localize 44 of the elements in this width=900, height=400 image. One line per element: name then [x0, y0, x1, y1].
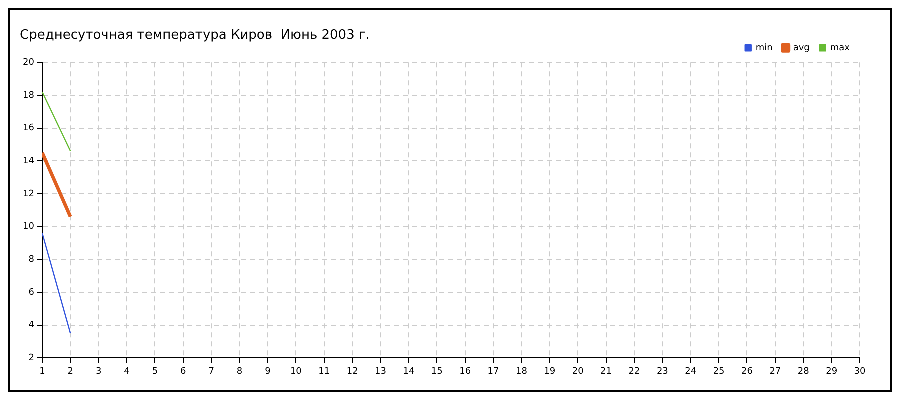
x-tick-label: 20: [572, 366, 584, 377]
legend-label: avg: [793, 43, 810, 54]
x-tick-label: 6: [180, 366, 187, 377]
x-tick-label: 17: [488, 366, 500, 377]
y-tick-label: 6: [28, 288, 35, 298]
x-tick-label: 23: [656, 366, 668, 377]
legend-label: max: [830, 43, 851, 54]
x-tick-label: 29: [826, 366, 838, 377]
x-tick-label: 7: [208, 366, 214, 377]
x-tick-label: 18: [516, 366, 528, 377]
chart-title: Среднесуточная температура Киров Июнь 2003 г.: [20, 28, 370, 44]
y-tick-label: 8: [28, 255, 35, 266]
x-tick-label: 19: [544, 366, 556, 377]
x-tick-label: 13: [375, 366, 386, 377]
x-tick-label: 26: [742, 366, 754, 377]
x-tick-label: 21: [600, 366, 612, 377]
legend-label: min: [756, 43, 773, 54]
x-tick-label: 16: [460, 366, 472, 377]
x-tick-label: 2: [68, 366, 74, 377]
x-tick-label: 5: [152, 366, 158, 377]
y-tick-label: 12: [23, 189, 34, 200]
x-tick-label: 10: [290, 366, 302, 377]
x-tick-label: 15: [431, 366, 443, 377]
x-tick-label: 24: [685, 366, 697, 377]
x-tick-label: 12: [346, 366, 358, 377]
y-tick-label: 10: [23, 222, 35, 232]
x-tick-label: 9: [265, 366, 272, 377]
x-tick-label: 22: [628, 366, 640, 377]
y-tick-label: 4: [28, 320, 35, 331]
x-tick-label: 3: [96, 366, 102, 377]
x-tick-label: 11: [318, 366, 330, 377]
x-tick-label: 14: [403, 366, 415, 377]
y-tick-label: 18: [23, 90, 35, 101]
x-tick-label: 27: [770, 366, 782, 377]
y-tick-label: 16: [23, 124, 35, 134]
y-tick-label: 20: [23, 58, 35, 68]
x-tick-label: 30: [854, 366, 866, 377]
y-tick-label: 2: [28, 354, 34, 364]
x-tick-label: 4: [124, 366, 130, 377]
x-tick-label: 8: [236, 366, 243, 377]
x-tick-label: 28: [798, 366, 810, 377]
x-tick-label: 25: [713, 366, 725, 377]
y-tick-label: 14: [23, 156, 35, 166]
x-tick-label: 1: [40, 366, 46, 377]
